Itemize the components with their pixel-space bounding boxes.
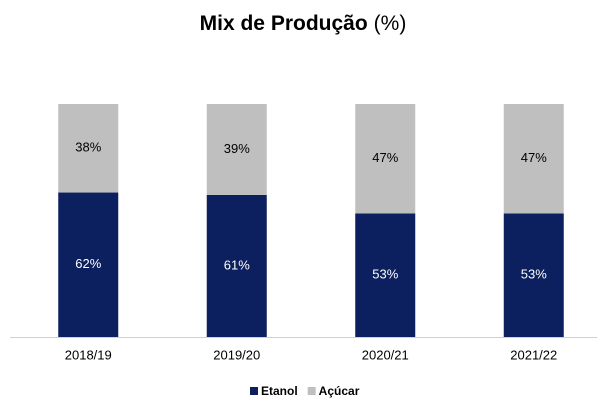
x-tick-label: 2020/21: [362, 347, 409, 362]
data-label: 62%: [75, 256, 101, 271]
x-tick-label: 2018/19: [65, 347, 112, 362]
data-label: 61%: [224, 257, 250, 272]
bar-segment: [206, 194, 267, 337]
legend-label: Açúcar: [319, 384, 360, 398]
bar-segment: [58, 192, 119, 337]
data-label: 53%: [372, 267, 398, 282]
legend-swatch: [307, 387, 316, 395]
bar-segment: [503, 213, 564, 337]
bar-segment: [58, 104, 119, 193]
title-suffix: (%): [374, 12, 407, 35]
bar-segment: [206, 104, 267, 195]
chart-title: Mix de Produção (%): [200, 12, 407, 35]
data-label: 38%: [75, 140, 101, 155]
bar-segment: [355, 213, 416, 337]
data-label: 47%: [372, 150, 398, 165]
bar-segment: [355, 104, 416, 214]
title-main: Mix de Produção: [200, 12, 368, 35]
data-label: 47%: [521, 150, 547, 165]
data-label: 39%: [224, 141, 250, 156]
legend-label: Etanol: [261, 384, 298, 398]
legend-swatch: [250, 387, 258, 395]
data-label: 53%: [521, 267, 547, 282]
x-tick-label: 2021/22: [510, 347, 557, 362]
bar-segment: [503, 104, 564, 214]
x-tick-label: 2019/20: [213, 347, 260, 362]
